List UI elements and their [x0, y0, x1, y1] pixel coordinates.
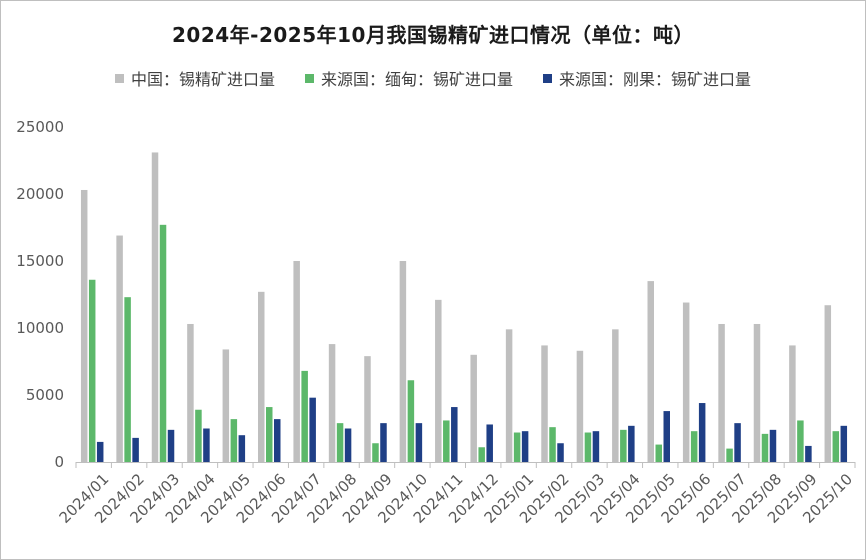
bar-series-0-2025-06 — [682, 302, 690, 462]
bar-series-2-2024-02 — [132, 437, 139, 462]
bar-series-0-2025-05 — [647, 281, 654, 462]
bar-series-1-2025-05 — [655, 444, 662, 462]
bar-series-1-2024-12 — [478, 447, 485, 462]
bar-series-0-2024-01 — [80, 189, 88, 463]
bar-series-0-2024-03 — [151, 152, 159, 462]
bar-series-1-2024-04 — [195, 409, 202, 462]
legend-label-congo: 来源国：刚果：锡矿进口量 — [559, 70, 752, 89]
bar-series-2-2025-01 — [521, 431, 529, 462]
bar-series-1-2024-01 — [88, 279, 96, 462]
bar-series-1-2025-07 — [726, 448, 733, 462]
bar-series-1-2024-07 — [301, 370, 308, 462]
bar-series-1-2024-10 — [407, 380, 415, 462]
legend-swatch-myanmar — [304, 73, 314, 83]
y-tick-label: 15000 — [16, 252, 64, 270]
bar-series-2-2024-04 — [203, 428, 210, 462]
legend-swatch-congo — [543, 73, 552, 83]
bar-series-1-2025-10 — [832, 431, 840, 462]
bar-series-1-2024-11 — [443, 420, 450, 462]
bar-series-1-2024-03 — [159, 224, 167, 462]
bar-series-0-2025-07 — [718, 323, 725, 462]
bar-series-0-2024-05 — [222, 349, 230, 462]
bar-series-1-2024-02 — [124, 297, 131, 462]
bar-series-2-2025-04 — [628, 425, 635, 462]
bar-series-1-2025-01 — [513, 432, 521, 462]
y-tick-label: 10000 — [16, 319, 64, 337]
bar-series-2-2024-01 — [96, 441, 104, 462]
bar-series-1-2025-02 — [549, 427, 556, 462]
bar-series-0-2024-09 — [364, 356, 371, 462]
legend-swatch-china — [114, 73, 124, 83]
bar-series-0-2024-02 — [116, 235, 123, 462]
bar-series-2-2025-03 — [592, 431, 600, 462]
bar-series-2-2025-05 — [663, 411, 670, 462]
legend-label-myanmar: 来源国：缅甸：锡矿进口量 — [320, 70, 513, 89]
bar-series-0-2024-07 — [293, 261, 300, 462]
x-axis-ticks — [75, 462, 856, 468]
bar-series-2-2024-03 — [167, 429, 175, 462]
bar-series-2-2024-10 — [415, 423, 423, 462]
bar-series-2-2024-09 — [380, 423, 387, 462]
chart-title: 2024年-2025年10月我国锡精矿进口情况（单位：吨） — [172, 23, 694, 47]
bar-series-0-2024-10 — [399, 261, 407, 462]
bars-group — [80, 152, 848, 463]
bar-series-1-2024-06 — [266, 407, 273, 462]
bar-series-2-2024-08 — [344, 428, 352, 462]
bar-series-1-2025-08 — [761, 433, 769, 462]
bar-series-1-2025-09 — [797, 420, 804, 462]
bar-series-2-2024-07 — [309, 397, 316, 462]
bar-series-1-2024-09 — [372, 443, 379, 462]
bar-series-0-2024-08 — [328, 344, 336, 462]
bar-series-0-2025-08 — [753, 323, 761, 462]
bar-series-2-2025-02 — [557, 443, 564, 462]
bar-series-1-2024-08 — [336, 423, 344, 462]
bar-series-2-2024-06 — [274, 419, 281, 462]
bar-series-0-2024-04 — [187, 323, 194, 462]
legend: 中国：锡精矿进口量 来源国：缅甸：锡矿进口量 来源国：刚果：锡矿进口量 — [0, 66, 866, 90]
bar-series-1-2025-03 — [584, 432, 592, 462]
bar-series-2-2024-11 — [451, 407, 458, 462]
bar-series-0-2024-06 — [258, 291, 265, 462]
bar-series-0-2025-04 — [612, 329, 619, 462]
bar-series-0-2025-01 — [505, 329, 513, 462]
bar-series-0-2025-09 — [789, 345, 796, 462]
legend-label-china: 中国：锡精矿进口量 — [130, 70, 275, 89]
y-tick-label: 0 — [54, 453, 64, 471]
bar-series-1-2025-06 — [690, 431, 698, 462]
legend-item-congo: 来源国：刚果：锡矿进口量 — [543, 66, 751, 90]
bar-series-2-2024-12 — [486, 424, 493, 462]
x-axis-tick-labels: 2024/012024/022024/032024/042024/052024/… — [56, 470, 856, 527]
bar-series-0-2025-10 — [824, 305, 832, 462]
legend-item-china: 中国：锡精矿进口量 — [114, 66, 275, 90]
bar-series-2-2025-09 — [805, 445, 812, 462]
bar-series-1-2024-05 — [230, 419, 238, 462]
bar-series-2-2025-10 — [840, 425, 848, 462]
y-tick-label: 25000 — [16, 118, 64, 136]
legend-item-myanmar: 来源国：缅甸：锡矿进口量 — [304, 66, 513, 90]
bar-series-0-2025-03 — [576, 350, 584, 462]
bar-series-0-2024-12 — [470, 354, 477, 462]
bar-series-2-2024-05 — [238, 435, 246, 462]
bar-series-0-2025-02 — [541, 345, 548, 462]
bar-series-2-2025-07 — [734, 423, 741, 462]
bar-series-2-2025-08 — [769, 429, 777, 462]
bar-series-0-2024-11 — [435, 299, 442, 462]
y-tick-label: 5000 — [26, 386, 64, 404]
bar-series-2-2025-06 — [698, 403, 706, 462]
y-tick-label: 20000 — [16, 185, 64, 203]
y-axis-tick-labels: 0 5000 10000 15000 20000 25000 — [16, 118, 64, 471]
bar-series-1-2025-04 — [620, 429, 627, 462]
